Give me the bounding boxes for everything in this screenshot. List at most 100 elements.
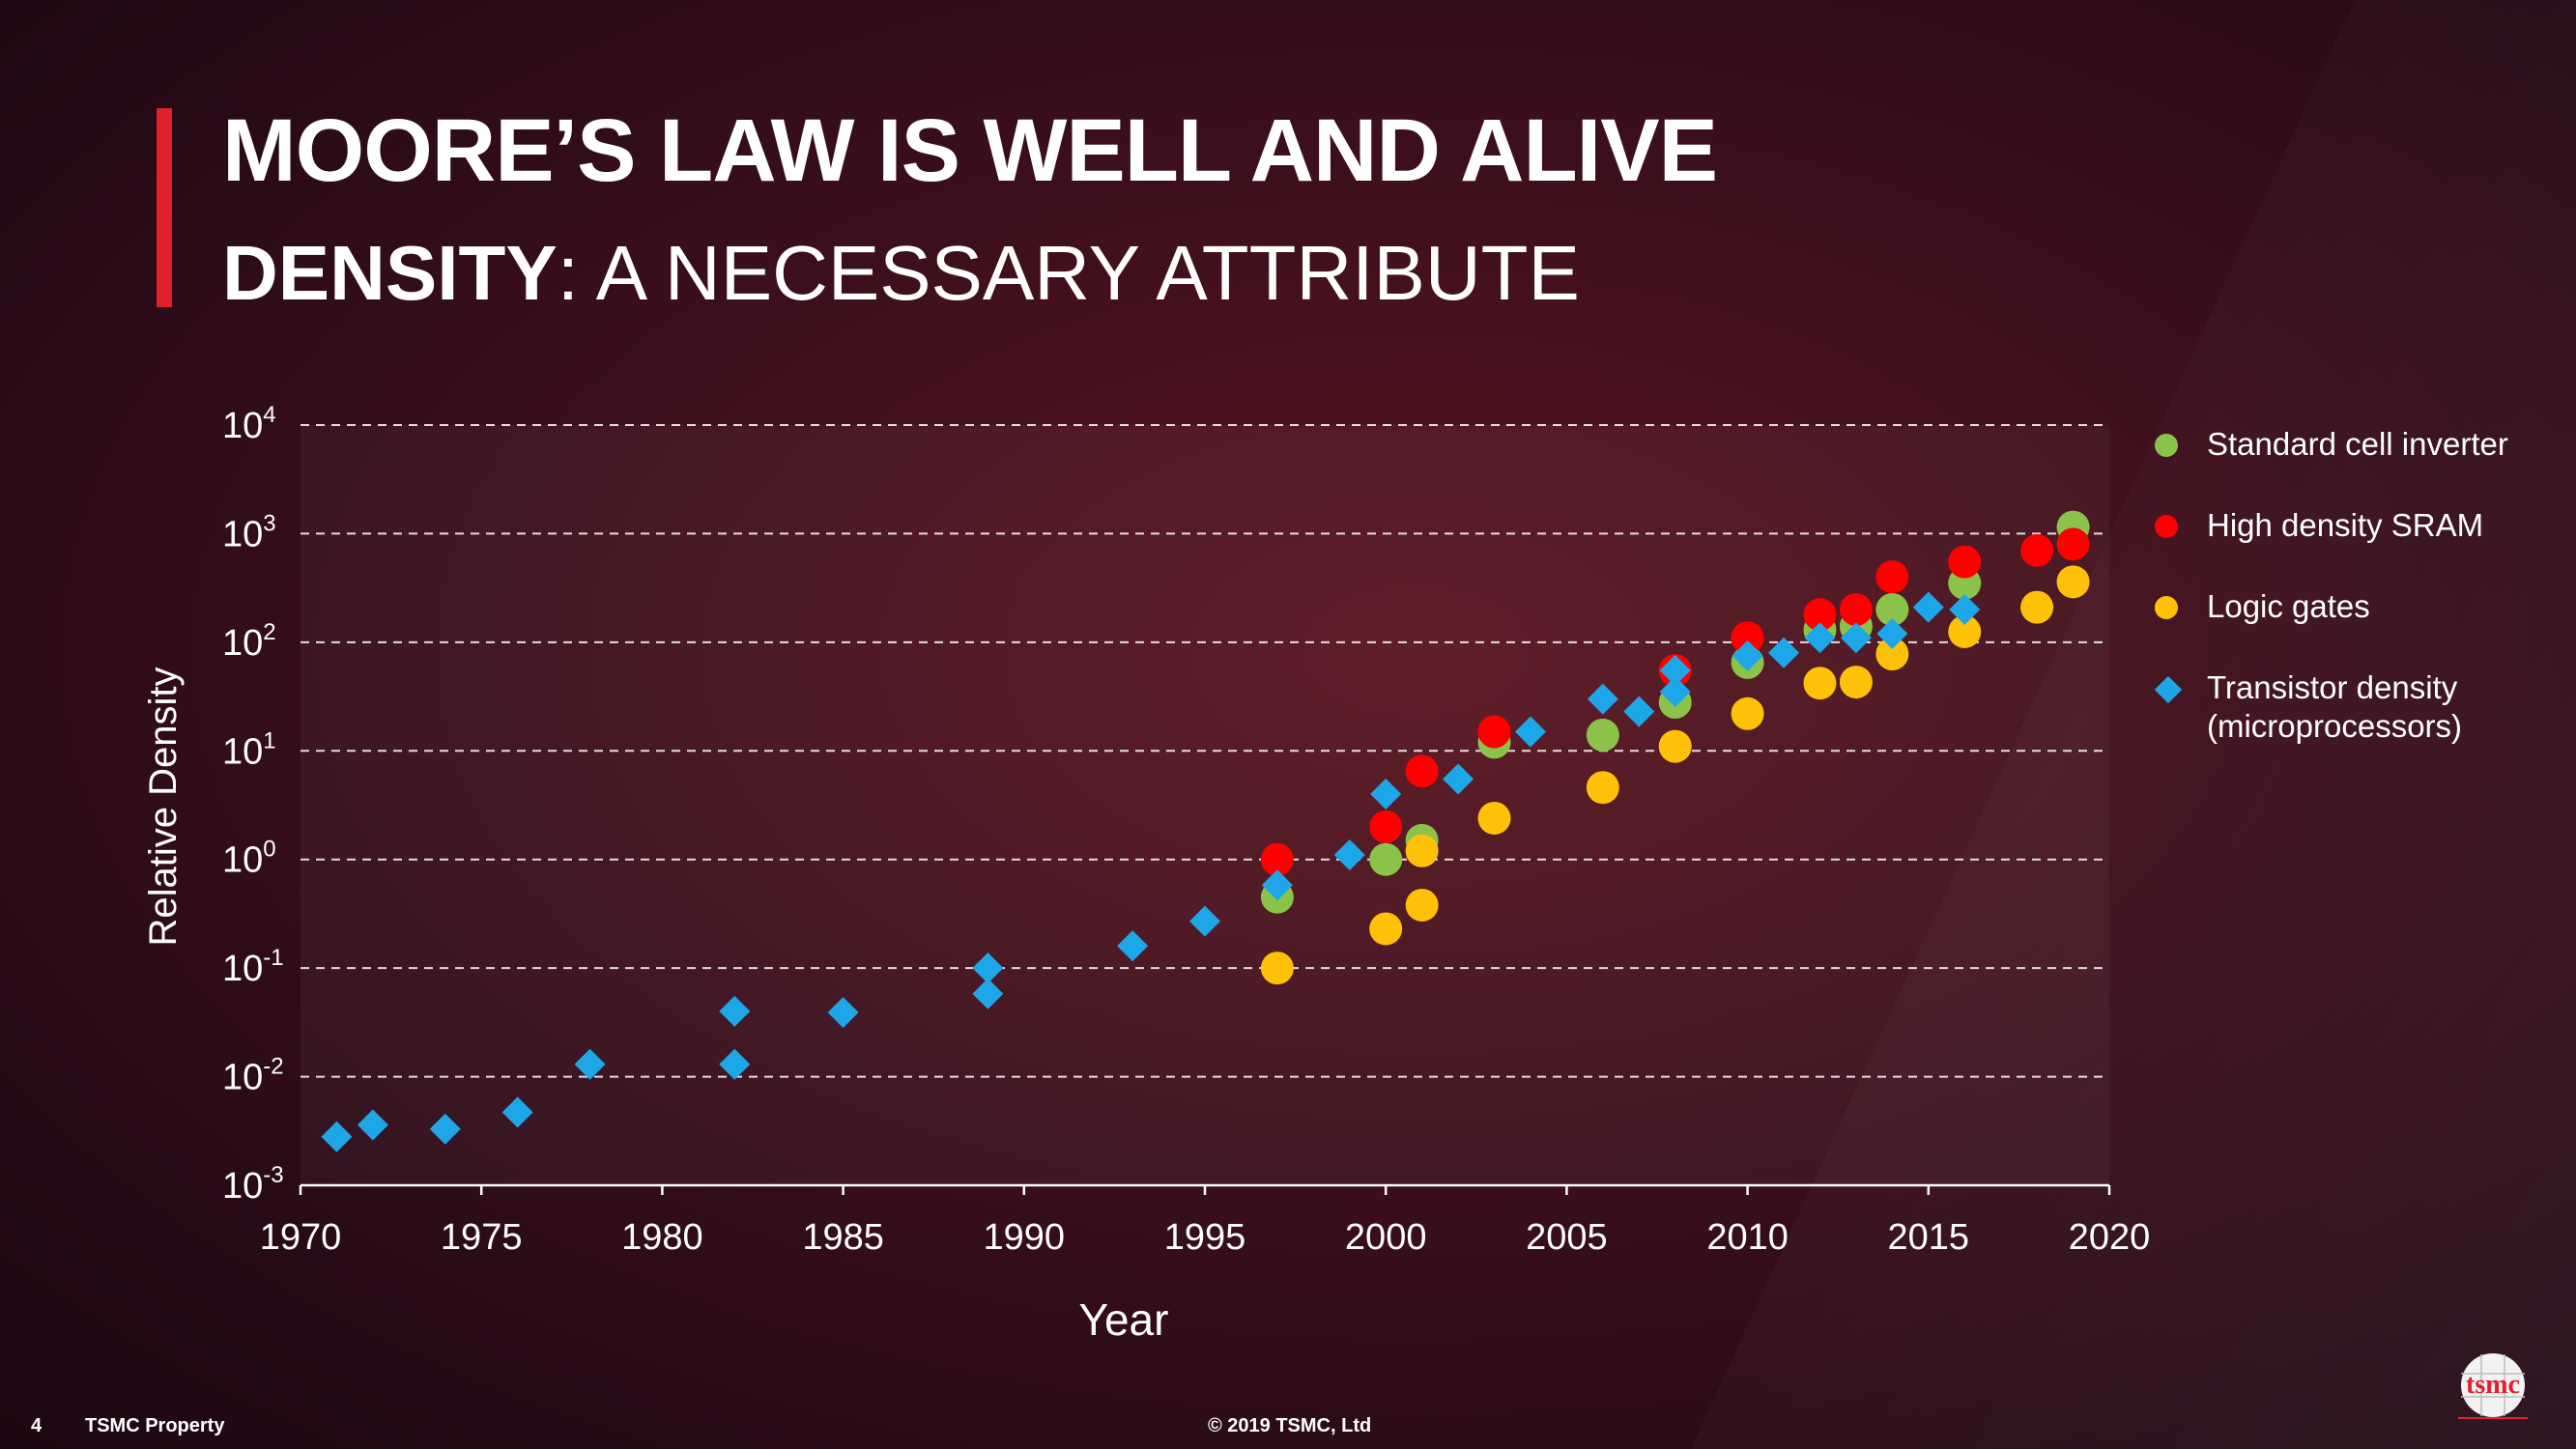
page-number: 4 — [31, 1415, 43, 1436]
x-tick-label: 1980 — [621, 1217, 703, 1258]
point-transistor — [827, 997, 859, 1029]
point-transistor — [1261, 869, 1293, 901]
point-sram — [2020, 533, 2054, 567]
y-tick-label: 10-3 — [222, 1162, 284, 1207]
property-label: TSMC Property — [85, 1415, 225, 1436]
point-logic — [1803, 667, 1837, 700]
x-tick-label: 1970 — [260, 1217, 342, 1258]
point-transistor — [972, 978, 1004, 1009]
point-transistor — [357, 1109, 388, 1141]
point-logic — [1731, 696, 1764, 730]
x-tick-label: 2010 — [1706, 1217, 1789, 1258]
title-accent-bar — [157, 108, 172, 307]
plot-area — [301, 425, 2109, 1185]
x-tick-label: 2015 — [1888, 1217, 1970, 1258]
y-tick-label: 101 — [222, 727, 276, 772]
x-axis-title: Year — [1079, 1294, 1169, 1345]
legend-item-sram: High density SRAM — [2153, 506, 2508, 545]
point-sram — [2056, 527, 2090, 561]
point-sram — [1803, 598, 1837, 632]
point-transistor — [1659, 676, 1691, 708]
x-tick-label: 2005 — [1526, 1217, 1608, 1258]
point-standard-cell — [1875, 593, 1909, 627]
point-standard-cell — [1586, 718, 1619, 752]
point-transistor — [1514, 716, 1546, 748]
point-sram — [1839, 593, 1873, 627]
point-logic — [1875, 637, 1909, 670]
point-logic — [1948, 614, 1982, 648]
legend-label-logic: Logic gates — [2207, 588, 2370, 624]
legend-item-transistor: Transistor density (microprocessors) — [2153, 668, 2508, 746]
slide-subtitle-rest: : A NECESSARY ATTRIBUTE — [557, 230, 1580, 316]
point-transistor — [1804, 622, 1836, 654]
point-logic — [1369, 912, 1403, 946]
point-transistor — [1659, 655, 1691, 687]
y-tick-label: 103 — [222, 510, 276, 554]
point-transistor — [1333, 839, 1365, 871]
point-logic — [1658, 729, 1692, 763]
point-transistor — [1189, 905, 1220, 937]
point-logic — [1477, 801, 1511, 835]
point-transistor — [1443, 763, 1474, 795]
x-tick-label: 2020 — [2069, 1217, 2151, 1258]
slide-title: MOORE’S LAW IS WELL AND ALIVE — [222, 100, 1718, 201]
y-tick-label: 104 — [222, 402, 276, 446]
legend-swatch-standard-cell — [2155, 434, 2178, 457]
point-sram — [1260, 842, 1294, 876]
legend-swatch-sram — [2155, 515, 2178, 538]
tsmc-logo: tsmc — [2458, 1353, 2528, 1419]
point-transistor — [1587, 683, 1618, 715]
point-transistor — [1117, 930, 1149, 962]
copyright-text: © 2019 TSMC, Ltd — [1208, 1415, 1372, 1436]
point-logic — [2056, 565, 2090, 599]
point-logic — [1405, 888, 1439, 922]
legend-label-sram: High density SRAM — [2207, 507, 2484, 543]
point-transistor — [719, 1048, 751, 1080]
point-transistor — [1840, 622, 1872, 654]
point-sram — [1477, 715, 1511, 749]
slide-title-rest: IS WELL AND ALIVE — [853, 101, 1718, 200]
legend-item-logic: Logic gates — [2153, 587, 2508, 626]
x-tick-label: 1975 — [441, 1217, 523, 1258]
slide-subtitle-bold: DENSITY — [222, 230, 558, 316]
logo-text: tsmc — [2466, 1370, 2520, 1400]
point-sram — [1875, 560, 1909, 594]
slide-subtitle: DENSITY: A NECESSARY ATTRIBUTE — [222, 230, 1580, 317]
y-tick-label: 10-1 — [222, 945, 284, 989]
legend-label-transistor: Transistor density — [2207, 669, 2458, 705]
legend-label-standard-cell: Standard cell inverter — [2207, 426, 2508, 462]
point-transistor — [719, 995, 751, 1027]
chart-legend: Standard cell inverter High density SRAM… — [2153, 425, 2508, 746]
point-standard-cell — [1369, 842, 1403, 876]
point-logic — [1260, 952, 1294, 985]
x-tick-label: 2000 — [1345, 1217, 1427, 1258]
x-tick-label: 1990 — [984, 1217, 1066, 1258]
legend-swatch-logic — [2155, 596, 2178, 619]
point-sram — [1731, 621, 1764, 655]
point-transistor — [574, 1048, 606, 1080]
legend-label-transistor-line2: (microprocessors) — [2207, 708, 2463, 744]
y-tick-label: 10-2 — [222, 1054, 284, 1098]
legend-swatch-transistor — [2154, 675, 2183, 704]
point-transistor — [321, 1121, 353, 1152]
point-sram — [1369, 810, 1403, 843]
point-logic — [1839, 666, 1873, 699]
point-transistor — [501, 1096, 533, 1128]
y-tick-label: 102 — [222, 619, 276, 664]
y-tick-label: 100 — [222, 837, 276, 881]
point-transistor — [1370, 779, 1402, 810]
point-transistor — [1623, 696, 1655, 727]
point-transistor — [1949, 594, 1981, 626]
point-transistor — [429, 1113, 461, 1145]
logo-globe — [2461, 1353, 2525, 1417]
point-transistor — [1876, 617, 1908, 649]
y-axis-title: Relative Density — [142, 667, 185, 946]
x-tick-label: 1995 — [1164, 1217, 1246, 1258]
slide-title-bold: MOORE’S LAW — [222, 101, 854, 200]
point-logic — [1405, 834, 1439, 867]
point-sram — [1405, 754, 1439, 788]
legend-item-standard-cell: Standard cell inverter — [2153, 425, 2508, 464]
x-tick-label: 1985 — [802, 1217, 884, 1258]
point-transistor — [1912, 591, 1944, 623]
